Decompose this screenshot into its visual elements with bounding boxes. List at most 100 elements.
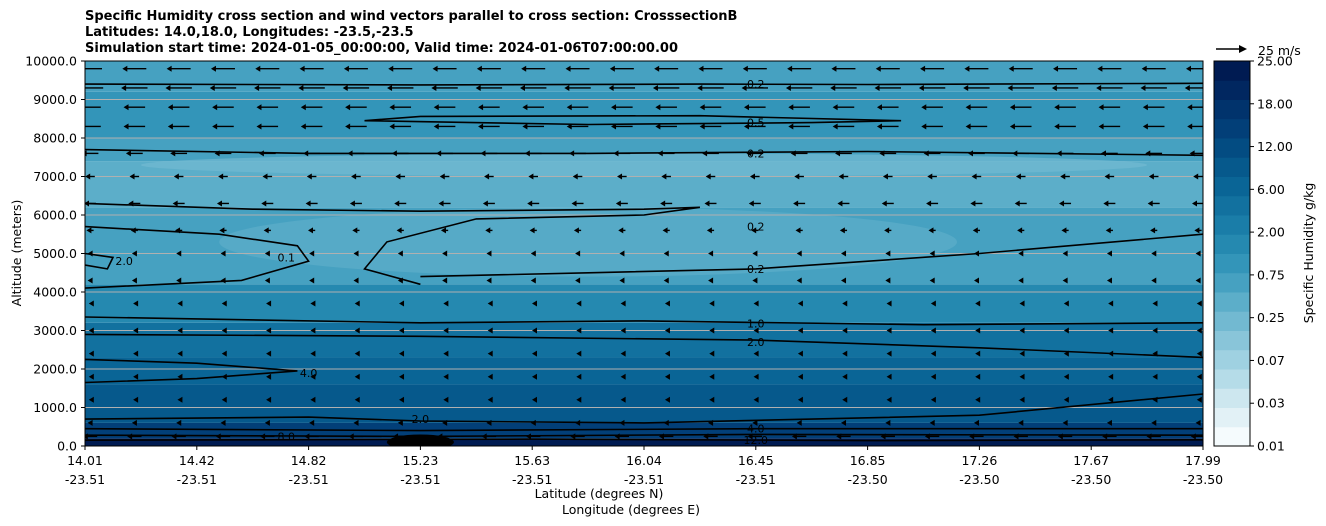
wind-vector [1106,250,1112,257]
wind-vector [886,373,892,380]
x-tick-label-lat: 15.23 [403,453,439,468]
wind-vector [177,350,183,357]
wind-vector [266,373,272,380]
dry-region [219,207,958,277]
wind-vector [785,84,813,91]
wind-vector [1062,277,1068,284]
wind-vector [131,250,137,257]
wind-vector [613,150,631,157]
colorbar-segment [1214,138,1250,158]
wind-vector [1150,227,1158,234]
wind-vector [1019,350,1025,357]
wind-vector [133,396,139,403]
wind-vector [1019,396,1025,403]
wind-vector [788,123,810,130]
wind-vector [881,200,894,207]
wind-vector [266,327,272,334]
wind-vector [971,173,982,180]
wind-vector [1063,396,1069,403]
wind-vector [437,433,452,440]
wind-vector [88,300,94,307]
wind-vector [697,84,724,91]
wind-vector [885,419,891,426]
wind-vector [353,250,359,257]
wind-vector [1186,65,1203,72]
wind-vector [886,327,892,334]
wind-vector [88,373,94,380]
wind-vector [841,277,847,284]
wind-vector [130,227,138,234]
wind-vector [167,123,190,130]
x-tick-label-lat: 16.45 [738,453,774,468]
wind-vector [880,433,895,440]
wind-vector [614,433,630,440]
wind-vector [216,200,229,207]
wind-vector [926,200,939,207]
x-tick-label-lon: -23.51 [512,472,552,487]
wind-vector [443,350,449,357]
wind-vector [266,396,272,403]
contour-label: 0.5 [747,117,765,130]
wind-vector [1060,173,1070,180]
wind-vector [433,104,456,111]
wind-vector [796,419,802,426]
wind-vector [831,65,856,72]
wind-vector [354,396,360,403]
colorbar-segment [1214,176,1250,197]
wind-vector [399,327,405,334]
wind-vector [305,200,318,207]
contour-label: 0.2 [747,78,765,91]
wind-vector [433,123,456,130]
wind-vector [708,250,714,257]
wind-vector [85,433,98,440]
wind-vector [787,65,812,72]
wind-vector [702,150,719,157]
wind-vector [572,173,583,180]
wind-vector [741,84,768,91]
wind-vector [394,200,407,207]
wind-vector [1054,104,1076,111]
wind-vector [1063,327,1069,334]
wind-vector [443,300,449,307]
colorbar-tick-label: 25.00 [1257,54,1293,69]
contour-label: 8.0 [277,430,295,443]
wind-vector [432,65,457,72]
wind-vector [709,373,715,380]
colorbar-segment [1214,61,1250,81]
x-axis-label-latitude: Latitude (degrees N) [535,486,664,501]
wind-vector [530,277,536,284]
wind-vector [965,123,988,130]
wind-vector [1140,84,1167,91]
wind-vector [838,173,849,180]
colorbar-tick-label: 12.00 [1257,139,1293,154]
wind-vector [1063,350,1069,357]
wind-vector [343,65,368,72]
wind-vector [929,250,935,257]
wind-vector [923,150,941,157]
y-tick-label: 1000.0 [33,400,77,415]
wind-vector [262,173,273,180]
wind-vector [975,327,981,334]
contour-line [420,233,1203,278]
wind-vector [620,373,626,380]
wind-vector [1196,327,1202,334]
wind-vector [1098,123,1121,130]
wind-vector [620,396,626,403]
wind-vector [752,419,758,426]
wind-vector [123,123,146,130]
wind-vector [660,200,673,207]
wind-vector [974,419,979,426]
wind-vector [974,250,979,257]
x-tick-label-lon: -23.51 [177,472,217,487]
wind-vector [482,200,495,207]
wind-vector [924,433,940,440]
wind-vector [1061,227,1069,234]
contour-line [85,433,1203,438]
wind-vector [481,433,497,440]
wind-vector [796,250,802,257]
wind-vector [299,65,324,72]
wind-vector [342,84,370,91]
wind-vector [576,300,582,307]
plot-area: 0.20.50.20.20.20.12.01.02.04.02.04.08.0 1… [25,54,1223,488]
wind-vector [478,104,500,111]
